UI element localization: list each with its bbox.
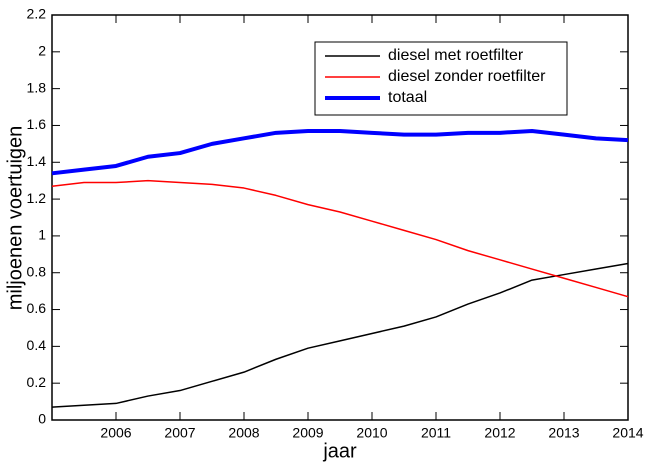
legend-label: totaal xyxy=(388,89,427,106)
series-line xyxy=(51,128,629,176)
y-tick-label: 0.4 xyxy=(27,337,47,353)
x-tick-label: 2012 xyxy=(484,425,515,441)
y-tick-label: 2 xyxy=(38,43,46,59)
y-axis-label: miljoenen voertuigen xyxy=(4,126,26,311)
x-tick-label: 2013 xyxy=(548,425,579,441)
x-tick-label: 2014 xyxy=(612,425,643,441)
plot-frame xyxy=(51,14,629,421)
x-tick-label: 2011 xyxy=(421,425,451,441)
x-tick-label: 2006 xyxy=(100,425,131,441)
y-tick-label: 1.6 xyxy=(27,116,47,132)
legend-label: diesel met roetfilter xyxy=(388,47,524,64)
x-tick-label: 2007 xyxy=(164,425,195,441)
legend-label: diesel zonder roetfilter xyxy=(388,68,546,85)
x-tick-label: 2010 xyxy=(356,425,387,441)
legend-box xyxy=(314,41,568,116)
series-line xyxy=(51,179,629,298)
y-tick-label: 0 xyxy=(38,411,46,427)
series-line xyxy=(51,262,629,408)
y-tick-label: 1.2 xyxy=(27,190,47,206)
y-tick-label: 2.2 xyxy=(27,6,47,22)
y-tick-label: 1.4 xyxy=(27,153,47,169)
x-tick-label: 2009 xyxy=(292,425,323,441)
x-axis-label: jaar xyxy=(322,440,357,462)
y-tick-label: 0.2 xyxy=(27,374,47,390)
y-tick-label: 0.6 xyxy=(27,300,47,316)
x-tick-label: 2008 xyxy=(228,425,259,441)
y-tick-label: 1 xyxy=(38,227,46,243)
y-tick-label: 0.8 xyxy=(27,263,47,279)
y-tick-label: 1.8 xyxy=(27,79,47,95)
